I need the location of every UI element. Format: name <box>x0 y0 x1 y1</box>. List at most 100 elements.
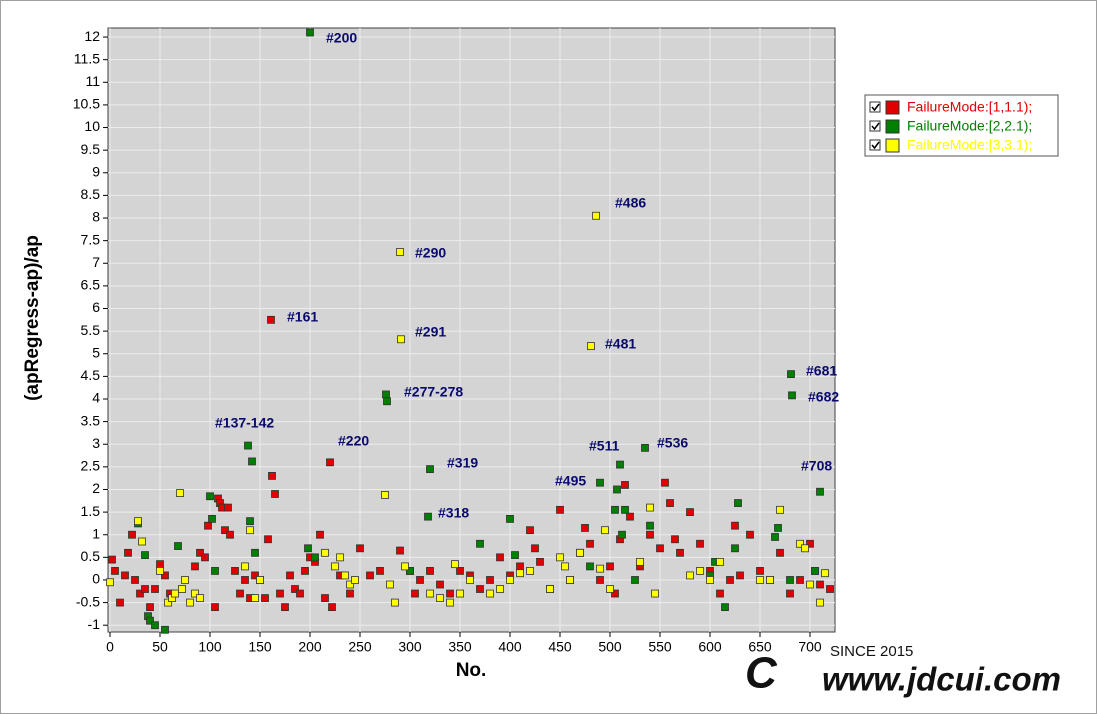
point <box>306 28 314 37</box>
point <box>796 539 804 548</box>
legend-label: FailureMode:[3,3.1); <box>907 137 1032 153</box>
y-tick-label: 8.5 <box>81 186 101 202</box>
legend-check <box>871 103 880 112</box>
point <box>321 548 329 557</box>
point <box>456 589 464 598</box>
point <box>526 567 534 575</box>
x-tick-label: 100 <box>198 639 222 655</box>
point <box>191 589 199 598</box>
point <box>787 370 795 379</box>
x-tick-label: 50 <box>152 639 168 655</box>
point <box>246 526 254 535</box>
x-tick-label: 200 <box>298 639 322 655</box>
point <box>596 576 604 584</box>
point <box>621 481 629 489</box>
y-axis-label: (apRegress-ap)/ap <box>22 235 43 401</box>
point <box>331 562 339 571</box>
point <box>696 539 704 548</box>
point <box>606 585 614 593</box>
point <box>328 603 336 612</box>
point <box>426 567 434 575</box>
point <box>376 567 384 575</box>
point <box>496 585 504 593</box>
point <box>774 524 782 532</box>
point <box>244 441 252 450</box>
point <box>721 603 729 612</box>
point <box>401 562 409 571</box>
x-tick-label: 0 <box>106 639 114 655</box>
point <box>231 567 239 575</box>
point <box>181 576 189 584</box>
marks <box>106 28 834 634</box>
point <box>381 491 389 499</box>
y-tick-label: 2.5 <box>81 458 101 474</box>
annotation: #290 <box>415 245 446 261</box>
x-tick-label: 300 <box>398 639 422 655</box>
point <box>676 548 684 557</box>
point <box>806 539 814 548</box>
point <box>411 589 419 598</box>
point <box>771 533 779 541</box>
point <box>251 594 259 602</box>
point <box>631 576 639 584</box>
point <box>526 526 534 535</box>
point <box>124 548 132 557</box>
legend-check <box>871 122 880 131</box>
point <box>174 542 182 550</box>
annotation: #708 <box>801 458 832 474</box>
point <box>596 564 604 573</box>
point <box>426 589 434 598</box>
point <box>134 517 142 526</box>
x-tick-label: 150 <box>248 639 272 655</box>
point <box>646 503 654 512</box>
annotation: #137-142 <box>215 415 274 431</box>
point <box>646 530 654 539</box>
point <box>726 576 734 584</box>
point <box>151 621 159 630</box>
point <box>786 576 794 584</box>
legend-items: FailureMode:[1,1.1); FailureMode:[2,2.1);… <box>869 99 1032 153</box>
point <box>596 478 604 487</box>
point <box>436 594 444 602</box>
point <box>261 594 269 602</box>
point <box>731 544 739 553</box>
annotation: #481 <box>605 336 636 352</box>
point <box>138 537 146 546</box>
point <box>671 535 679 544</box>
y-tick-label: 10 <box>84 118 100 134</box>
point <box>506 576 514 584</box>
point <box>341 571 349 580</box>
point <box>731 521 739 530</box>
point <box>276 589 284 598</box>
point <box>151 585 159 593</box>
annotation: #681 <box>806 363 837 379</box>
point <box>206 492 214 501</box>
y-tick-label: 10.5 <box>73 96 100 112</box>
point <box>268 472 276 480</box>
point <box>128 530 136 539</box>
point <box>256 576 264 584</box>
point <box>146 603 154 612</box>
point <box>241 576 249 584</box>
point <box>618 530 626 539</box>
y-tick-label: 8 <box>92 209 100 225</box>
point <box>626 512 634 521</box>
point <box>204 521 212 530</box>
point <box>516 562 524 571</box>
point <box>251 548 259 557</box>
legend-label: FailureMode:[2,2.1); <box>907 118 1032 134</box>
point <box>281 603 289 612</box>
y-tick-label: 3.5 <box>81 412 101 428</box>
point <box>546 585 554 593</box>
point <box>736 571 744 580</box>
point <box>383 397 391 406</box>
point <box>786 589 794 598</box>
point <box>346 589 354 598</box>
point <box>611 589 619 598</box>
y-tick-label: 0.5 <box>81 548 101 564</box>
point <box>186 598 194 607</box>
point <box>146 616 154 625</box>
point <box>661 478 669 487</box>
x-tick-label: 550 <box>648 639 672 655</box>
point <box>766 576 774 584</box>
